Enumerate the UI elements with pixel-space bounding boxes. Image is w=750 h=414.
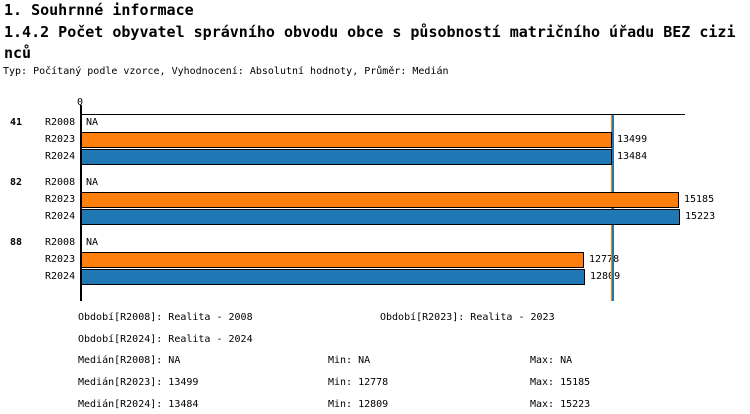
y-axis-line <box>80 105 82 301</box>
bar-r2023-group-41 <box>81 132 612 148</box>
report-section-title: 1. Souhrnné informace <box>4 1 194 19</box>
chart-title-line-2: nců <box>4 44 32 62</box>
chart-title-line-1: 1.4.2 Počet obyvatel správního obvodu ob… <box>4 23 736 41</box>
legend-min-r2008: Min: NA <box>328 355 371 366</box>
median-line-r2023 <box>611 115 612 301</box>
bar-r2024-group-82 <box>81 209 680 225</box>
bar-r2024-group-41 <box>81 149 612 165</box>
na-value-r2008-group-82: NA <box>86 177 99 188</box>
row-label-r2023-group-82: R2023 <box>45 194 76 205</box>
legend-median-r2024: Medián[R2024]: 13484 <box>78 399 199 410</box>
legend-max-r2024: Max: 15223 <box>530 399 591 410</box>
legend-max-r2023: Max: 15185 <box>530 377 591 388</box>
row-label-r2008-group-82: R2008 <box>45 177 76 188</box>
row-label-r2024-group-82: R2024 <box>45 211 76 222</box>
value-label-r2024-group-82: 15223 <box>685 211 716 222</box>
x-axis-zero-tick-label: 0 <box>77 97 84 108</box>
legend-period-r2008: Období[R2008]: Realita - 2008 <box>78 312 253 323</box>
row-label-r2023-group-41: R2023 <box>45 134 76 145</box>
legend-min-r2024: Min: 12809 <box>328 399 389 410</box>
row-label-r2024-group-41: R2024 <box>45 151 76 162</box>
bar-r2024-group-88 <box>81 269 585 285</box>
value-label-r2024-group-41: 13484 <box>617 151 648 162</box>
bar-r2023-group-82 <box>81 192 679 208</box>
group-label-82: 82 <box>10 177 23 188</box>
value-label-r2023-group-82: 15185 <box>684 194 715 205</box>
value-label-r2024-group-88: 12809 <box>590 271 621 282</box>
row-label-r2008-group-88: R2008 <box>45 237 76 248</box>
legend-median-r2008: Medián[R2008]: NA <box>78 355 181 366</box>
legend-min-r2023: Min: 12778 <box>328 377 389 388</box>
median-line-r2024 <box>612 115 614 301</box>
legend-median-r2023: Medián[R2023]: 13499 <box>78 377 199 388</box>
na-value-r2008-group-88: NA <box>86 237 99 248</box>
bar-r2023-group-88 <box>81 252 584 268</box>
legend-period-r2023: Období[R2023]: Realita - 2023 <box>380 312 555 323</box>
row-label-r2024-group-88: R2024 <box>45 271 76 282</box>
group-label-88: 88 <box>10 237 23 248</box>
group-label-41: 41 <box>10 117 23 128</box>
chart-type-info: Typ: Počítaný podle vzorce, Vyhodnocení:… <box>3 66 449 77</box>
na-value-r2008-group-41: NA <box>86 117 99 128</box>
value-label-r2023-group-88: 12778 <box>589 254 620 265</box>
legend-period-r2024: Období[R2024]: Realita - 2024 <box>78 334 253 345</box>
row-label-r2023-group-88: R2023 <box>45 254 76 265</box>
legend-max-r2008: Max: NA <box>530 355 573 366</box>
row-label-r2008-group-41: R2008 <box>45 117 76 128</box>
value-label-r2023-group-41: 13499 <box>617 134 648 145</box>
x-axis-line <box>80 114 685 115</box>
